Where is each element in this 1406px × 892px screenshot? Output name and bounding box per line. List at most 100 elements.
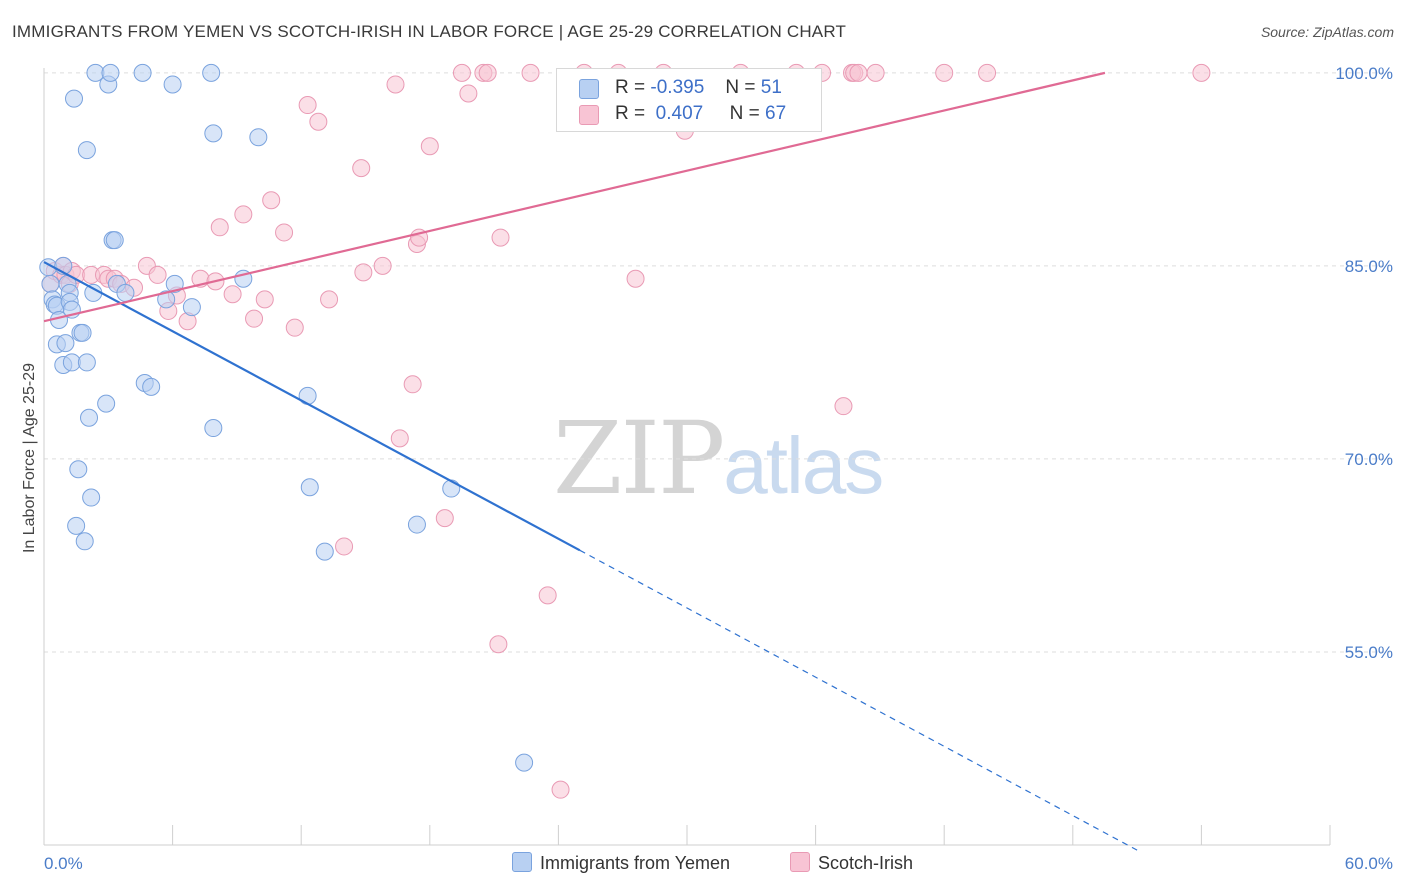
scotch-irish-point <box>234 205 253 224</box>
x-tick-label: 0.0% <box>44 854 83 873</box>
yemen-point <box>515 753 534 772</box>
yemen-legend-swatch <box>512 852 532 872</box>
r-label: R = <box>615 103 646 124</box>
yemen-trend-line <box>43 261 581 552</box>
scotch-irish-point <box>866 63 885 82</box>
scotch-irish-point <box>298 96 317 115</box>
yemen-point <box>62 353 81 372</box>
scotch-irish-point <box>245 309 264 328</box>
yemen-legend-label: Immigrants from Yemen <box>540 853 731 873</box>
scotch-irish-point <box>320 290 339 309</box>
scotch-irish-point <box>255 290 274 309</box>
yemen-point <box>204 419 223 438</box>
yemen-point <box>75 532 94 551</box>
scotch-irish-point <box>262 191 281 210</box>
yemen-point <box>204 124 223 143</box>
n-label: N = <box>729 103 760 124</box>
n-value-scotch: 67 <box>765 103 787 124</box>
y-tick-label: 100.0% <box>1335 64 1393 83</box>
yemen-point <box>73 323 92 342</box>
legend-yemen-text: R = -0.395 N = 51 <box>615 77 782 99</box>
yemen-point <box>133 63 152 82</box>
scotch-irish-point <box>148 265 167 284</box>
r-value-yemen: -0.395 <box>650 77 705 98</box>
yemen-point <box>157 290 176 309</box>
scotch-irish-point <box>373 256 392 275</box>
scotch-irish-point <box>403 375 422 394</box>
scotch-irish-point <box>626 269 645 288</box>
scotch-irish-point <box>352 159 371 178</box>
scotch-irish-point <box>538 586 557 605</box>
scotch-irish-point <box>420 137 439 156</box>
scotch-irish-point <box>275 223 294 242</box>
yemen-point <box>101 63 120 82</box>
yemen-points <box>39 63 534 772</box>
scotch-legend-swatch <box>790 852 810 872</box>
tick-labels: 100.0% 85.0% 70.0% 55.0% 0.0% 60.0% <box>44 64 1393 873</box>
yemen-point <box>407 515 426 534</box>
axes <box>43 68 1331 846</box>
y-tick-label: 85.0% <box>1345 257 1393 276</box>
y-tick-label: 70.0% <box>1345 450 1393 469</box>
bottom-legend-yemen: Immigrants from Yemen <box>512 852 730 874</box>
scotch-irish-point <box>210 218 229 237</box>
scotch-irish-point <box>435 509 454 528</box>
yemen-point <box>67 516 86 535</box>
yemen-point <box>163 75 182 94</box>
r-label: R = <box>615 77 646 98</box>
yemen-point <box>300 478 319 497</box>
yemen-point <box>142 377 161 396</box>
yemen-point <box>77 353 96 372</box>
scotch-swatch <box>579 105 599 125</box>
r-value-scotch: 0.407 <box>655 103 704 124</box>
scotch-irish-point <box>1192 63 1211 82</box>
scotch-irish-point <box>309 112 328 131</box>
yemen-point <box>315 542 334 561</box>
source-credit: Source: ZipAtlas.com <box>1260 24 1394 40</box>
scotch-irish-point <box>478 63 497 82</box>
scotch-irish-point <box>452 63 471 82</box>
scotch-irish-point <box>335 537 354 556</box>
legend-scotch-text: R = 0.407 N = 67 <box>615 103 786 125</box>
stats-legend: R = -0.395 N = 51 R = 0.407 N = 67 <box>556 68 822 132</box>
watermark-atlas: atlas <box>723 421 884 510</box>
scotch-irish-point <box>390 429 409 448</box>
scotch-irish-point <box>491 228 510 247</box>
n-value-yemen: 51 <box>760 77 782 98</box>
yemen-point <box>105 231 124 250</box>
scotch-irish-point <box>285 318 304 337</box>
yemen-point <box>41 274 60 293</box>
yemen-point <box>442 479 461 498</box>
scotch-irish-point <box>459 84 478 103</box>
scotch-irish-point <box>354 263 373 282</box>
yemen-point <box>182 298 201 317</box>
x-tick-label: 60.0% <box>1345 854 1393 873</box>
yemen-point <box>82 488 101 507</box>
y-tick-label: 55.0% <box>1345 643 1393 662</box>
bottom-legend-scotch: Scotch-Irish <box>790 852 913 874</box>
yemen-point <box>165 274 184 293</box>
yemen-trend-extension <box>579 549 1138 851</box>
yemen-point <box>80 408 99 427</box>
yemen-point <box>69 460 88 479</box>
trend-lines <box>43 71 1138 851</box>
yemen-point <box>77 141 96 160</box>
yemen-point <box>65 89 84 108</box>
scotch-irish-point <box>978 63 997 82</box>
yemen-point <box>249 128 268 147</box>
chart-title: IMMIGRANTS FROM YEMEN VS SCOTCH-IRISH IN… <box>12 22 847 41</box>
scotch-irish-point <box>849 63 868 82</box>
scotch-irish-point <box>489 635 508 654</box>
scotch-irish-point <box>834 397 853 416</box>
scotch-irish-point <box>386 75 405 94</box>
yemen-point <box>116 283 135 302</box>
yemen-point <box>97 394 116 413</box>
grid-lines <box>44 72 1390 653</box>
scotch-irish-point <box>223 285 242 304</box>
yemen-point <box>202 63 221 82</box>
yemen-swatch <box>579 79 599 99</box>
scotch-irish-trend-line <box>43 71 1106 323</box>
scotch-irish-point <box>935 63 954 82</box>
n-label: N = <box>725 77 756 98</box>
